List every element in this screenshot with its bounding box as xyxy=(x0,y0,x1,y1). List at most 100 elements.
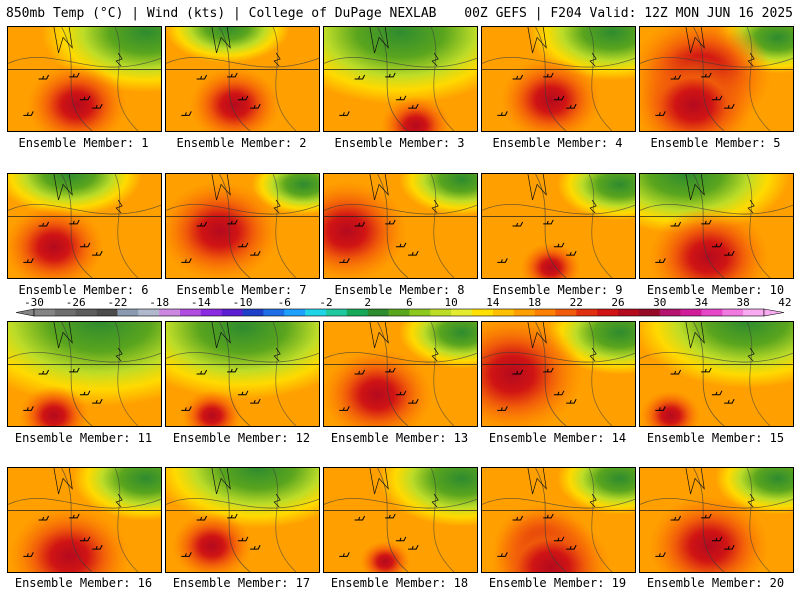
colorbar-segment xyxy=(96,309,118,316)
temperature-colorbar: -30 -26 -22 -18 -14 -10 -6 -2 2 6 10 14 18 22 26 30 34 38… xyxy=(15,296,791,317)
colorbar-segment xyxy=(117,309,139,316)
temperature-field xyxy=(324,174,477,278)
colorbar-tick-label: -10 xyxy=(233,296,253,309)
ensemble-member-map xyxy=(481,173,636,279)
ensemble-member-label: Ensemble Member: 19 xyxy=(488,576,627,590)
colorbar-segment xyxy=(200,309,223,316)
colorbar-tick-label: 22 xyxy=(570,296,583,309)
colorbar-segment xyxy=(75,309,97,316)
colorbar-segment xyxy=(513,309,535,316)
colorbar-tick-label: -14 xyxy=(191,296,211,309)
temperature-field xyxy=(8,174,161,278)
colorbar-tick-label: 14 xyxy=(486,296,500,309)
ensemble-member-map xyxy=(639,467,794,573)
colorbar-high-arrow xyxy=(763,308,785,317)
colorbar-segment xyxy=(597,309,619,316)
ensemble-member-map xyxy=(323,173,478,279)
temperature-field xyxy=(324,468,477,572)
colorbar-segment xyxy=(743,309,765,316)
ensemble-member-map xyxy=(7,321,162,427)
ensemble-member-label: Ensemble Member: 4 xyxy=(492,136,623,150)
temperature-field xyxy=(482,174,635,278)
temperature-field xyxy=(640,468,793,572)
colorbar-segment xyxy=(409,309,431,316)
colorbar-tick-label: 42 xyxy=(778,296,791,309)
ensemble-member-map xyxy=(639,26,794,132)
colorbar-segment xyxy=(492,309,515,316)
colorbar-tick-label: 26 xyxy=(611,296,624,309)
colorbar-segment xyxy=(367,309,389,316)
colorbar-low-arrow xyxy=(15,308,35,317)
colorbar-tick-label: -6 xyxy=(278,296,291,309)
colorbar-tick-label: 38 xyxy=(737,296,750,309)
colorbar-segment xyxy=(305,309,327,316)
temperature-field xyxy=(166,322,319,426)
colorbar-segment xyxy=(263,309,285,316)
colorbar-segment xyxy=(638,309,661,316)
ensemble-member-map xyxy=(481,467,636,573)
temperature-field xyxy=(482,322,635,426)
temperature-field xyxy=(324,27,477,131)
ensemble-member-label: Ensemble Member: 3 xyxy=(334,136,465,150)
colorbar-tick-label: 30 xyxy=(653,296,666,309)
colorbar-tick-label: -18 xyxy=(149,296,169,309)
ensemble-member-map xyxy=(165,321,320,427)
ensemble-member-map xyxy=(7,467,162,573)
temperature-field xyxy=(640,174,793,278)
ensemble-member-map xyxy=(481,321,636,427)
colorbar-segment xyxy=(576,309,598,316)
colorbar-segment xyxy=(430,309,452,316)
colorbar-segment xyxy=(346,309,369,316)
colorbar-segment xyxy=(34,309,56,316)
colorbar-segment xyxy=(242,309,264,316)
colorbar-tick-label: -2 xyxy=(319,296,332,309)
colorbar-segment xyxy=(534,309,556,316)
colorbar-tick-label: -26 xyxy=(66,296,86,309)
ensemble-member-map xyxy=(481,26,636,132)
ensemble-member-map xyxy=(165,467,320,573)
ensemble-member-map xyxy=(323,321,478,427)
temperature-field xyxy=(8,27,161,131)
ensemble-member-label: Ensemble Member: 8 xyxy=(334,283,465,297)
colorbar-segment xyxy=(326,309,348,316)
ensemble-member-label: Ensemble Member: 9 xyxy=(492,283,623,297)
temperature-field xyxy=(166,27,319,131)
colorbar-segment xyxy=(680,309,702,316)
colorbar-tick-label: 2 xyxy=(364,296,371,309)
ensemble-member-label: Ensemble Member: 5 xyxy=(650,136,781,150)
ensemble-member-label: Ensemble Member: 12 xyxy=(172,431,311,445)
ensemble-member-label: Ensemble Member: 14 xyxy=(488,431,627,445)
colorbar-segment xyxy=(701,309,723,316)
ensemble-member-label: Ensemble Member: 2 xyxy=(176,136,307,150)
colorbar-segment xyxy=(555,309,577,316)
ensemble-member-map xyxy=(165,26,320,132)
ensemble-member-label: Ensemble Member: 7 xyxy=(176,283,307,297)
ensemble-member-map xyxy=(7,173,162,279)
ensemble-member-label: Ensemble Member: 6 xyxy=(18,283,149,297)
temperature-field xyxy=(482,468,635,572)
map-title: 850mb Temp (°C) | Wind (kts) | College o… xyxy=(6,6,437,21)
temperature-field xyxy=(8,322,161,426)
ensemble-member-label: Ensemble Member: 13 xyxy=(330,431,469,445)
colorbar-tick-label: 18 xyxy=(528,296,541,309)
temperature-field xyxy=(166,174,319,278)
temperature-field xyxy=(640,322,793,426)
ensemble-member-map xyxy=(639,173,794,279)
ensemble-member-label: Ensemble Member: 15 xyxy=(646,431,785,445)
colorbar-tick-label: 6 xyxy=(406,296,413,309)
ensemble-member-map xyxy=(323,467,478,573)
colorbar-tick-label: -22 xyxy=(107,296,127,309)
colorbar-segment xyxy=(159,309,181,316)
temperature-field xyxy=(482,27,635,131)
colorbar-segment xyxy=(138,309,160,316)
ensemble-member-map xyxy=(165,173,320,279)
ensemble-member-map xyxy=(7,26,162,132)
colorbar-tick-label: 34 xyxy=(695,296,709,309)
valid-time-label: 00Z GEFS | F204 Valid: 12Z MON JUN 16 20… xyxy=(464,6,793,21)
colorbar-tick-label: -30 xyxy=(24,296,44,309)
ensemble-member-map xyxy=(639,321,794,427)
colorbar-segment xyxy=(284,309,306,316)
colorbar-segment xyxy=(722,309,744,316)
ensemble-member-label: Ensemble Member: 11 xyxy=(14,431,153,445)
ensemble-member-label: Ensemble Member: 1 xyxy=(18,136,149,150)
